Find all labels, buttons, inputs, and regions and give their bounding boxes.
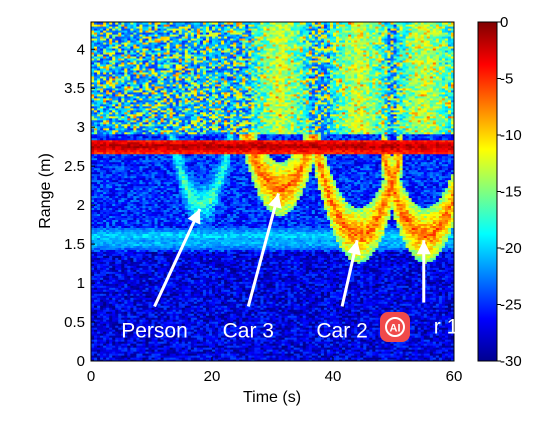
x-axis: 0 20 40 60 [87,357,463,385]
colorbar-tick-label: -5 [500,71,513,88]
colorbar-ticks: 0 -5 -10 -15 -20 -25 -30 [497,14,522,370]
y-tick-label: 3 [77,119,85,136]
colorbar-tick-label: -10 [500,127,522,144]
annotation-label: Car 3 [223,319,274,342]
y-tick-label: 2.5 [64,158,85,175]
x-axis-label: Time (s) [243,389,301,406]
annotation-arrowhead [416,240,431,255]
y-axis: 0 0.5 1 1.5 2 2.5 3 3.5 4 [64,41,95,370]
colorbar-tick-label: 0 [500,14,508,31]
annotation-arrow [153,208,202,308]
y-tick-label: 2 [77,197,85,214]
y-tick-label: 1 [77,275,85,292]
y-tick-label: 3.5 [64,80,85,97]
y-tick-label: 0 [77,353,85,370]
annotation-label: r 1 [434,316,459,339]
x-tick-label: 40 [325,368,342,385]
heatmap-cells [91,22,454,361]
annotation-arrowhead [187,209,201,225]
y-tick-label: 4 [77,41,85,58]
colorbar-tick-label: -30 [500,353,522,370]
colorbar-tick-label: -25 [500,297,522,314]
annotation-arrowhead [268,193,282,209]
ai-logo-icon: AI [380,312,410,342]
y-tick-label: 1.5 [64,236,85,253]
annotations: Person Car 3 Car 2 r 1 [121,193,458,342]
colorbar-tick-label: -20 [500,240,522,257]
y-axis-label: Range (m) [37,153,54,229]
x-tick-label: 0 [87,368,95,385]
plot-frame [90,21,455,362]
annotation-arrow [246,193,280,307]
annotation-label: Person [121,319,188,342]
x-tick-label: 20 [204,368,221,385]
colorbar [477,21,498,362]
heatmap-area [91,22,454,361]
y-tick-label: 0.5 [64,314,85,331]
colorbar-tick-label: -15 [500,184,522,201]
x-tick-label: 60 [446,368,463,385]
annotation-label: Car 2 [316,319,367,342]
annotation-arrowhead [347,240,361,256]
